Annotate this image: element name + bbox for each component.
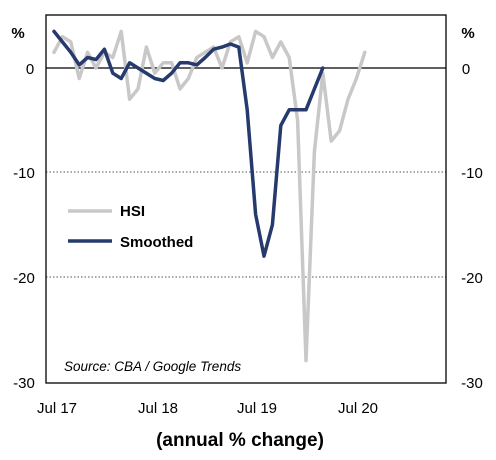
legend-label-hsi: HSI: [120, 203, 145, 220]
y-unit-right: %: [461, 25, 474, 42]
y-tick-label-right-minus-20: -20: [461, 270, 483, 287]
y-tick-label-right-minus-10: -10: [461, 165, 483, 182]
source-note: Source: CBA / Google Trends: [64, 359, 241, 374]
y-tick-label-right-0: 0: [462, 61, 470, 78]
plot-frame: [45, 14, 447, 384]
y-unit-left: %: [11, 25, 24, 42]
x-tick-label-jul-17: Jul 17: [37, 400, 77, 417]
x-tick-label-jul-19: Jul 19: [237, 400, 277, 417]
y-tick-label-left-minus-10: -10: [13, 165, 35, 182]
legend-label-smoothed: Smoothed: [120, 234, 193, 251]
y-tick-label-left-minus-20: -20: [13, 270, 35, 287]
y-tick-label-left-minus-30: -30: [13, 375, 35, 392]
series-line-smoothed: [52, 29, 325, 258]
x-axis-title: (annual % change): [156, 430, 324, 451]
x-tick-label-jul-20: Jul 20: [338, 400, 378, 417]
y-tick-label-right-minus-30: -30: [461, 375, 483, 392]
y-tick-label-left-0: 0: [26, 61, 34, 78]
x-tick-label-jul-18: Jul 18: [138, 400, 178, 417]
